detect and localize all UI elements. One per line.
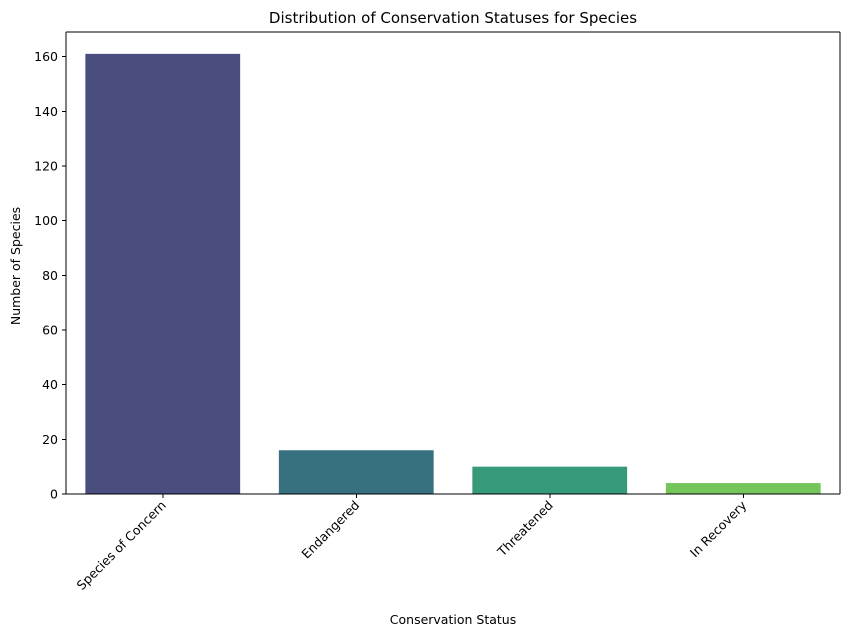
y-tick-label: 100 — [34, 213, 58, 228]
y-tick-label: 20 — [42, 432, 58, 447]
bar-in-recovery — [665, 483, 821, 494]
bar-endangered — [278, 450, 434, 494]
y-tick-label: 0 — [50, 487, 58, 502]
y-axis-title: Number of Species — [8, 207, 23, 325]
chart-title: Distribution of Conservation Statuses fo… — [269, 9, 637, 27]
y-tick-label: 40 — [42, 377, 58, 392]
bar-species-of-concern — [85, 53, 241, 495]
y-tick-label: 120 — [34, 158, 58, 173]
x-axis-title: Conservation Status — [390, 612, 516, 627]
bar-threatened — [472, 466, 628, 494]
y-tick-label: 60 — [42, 322, 58, 337]
y-tick-label: 140 — [34, 104, 58, 119]
y-tick-label: 160 — [34, 49, 58, 64]
y-tick-label: 80 — [42, 268, 58, 283]
